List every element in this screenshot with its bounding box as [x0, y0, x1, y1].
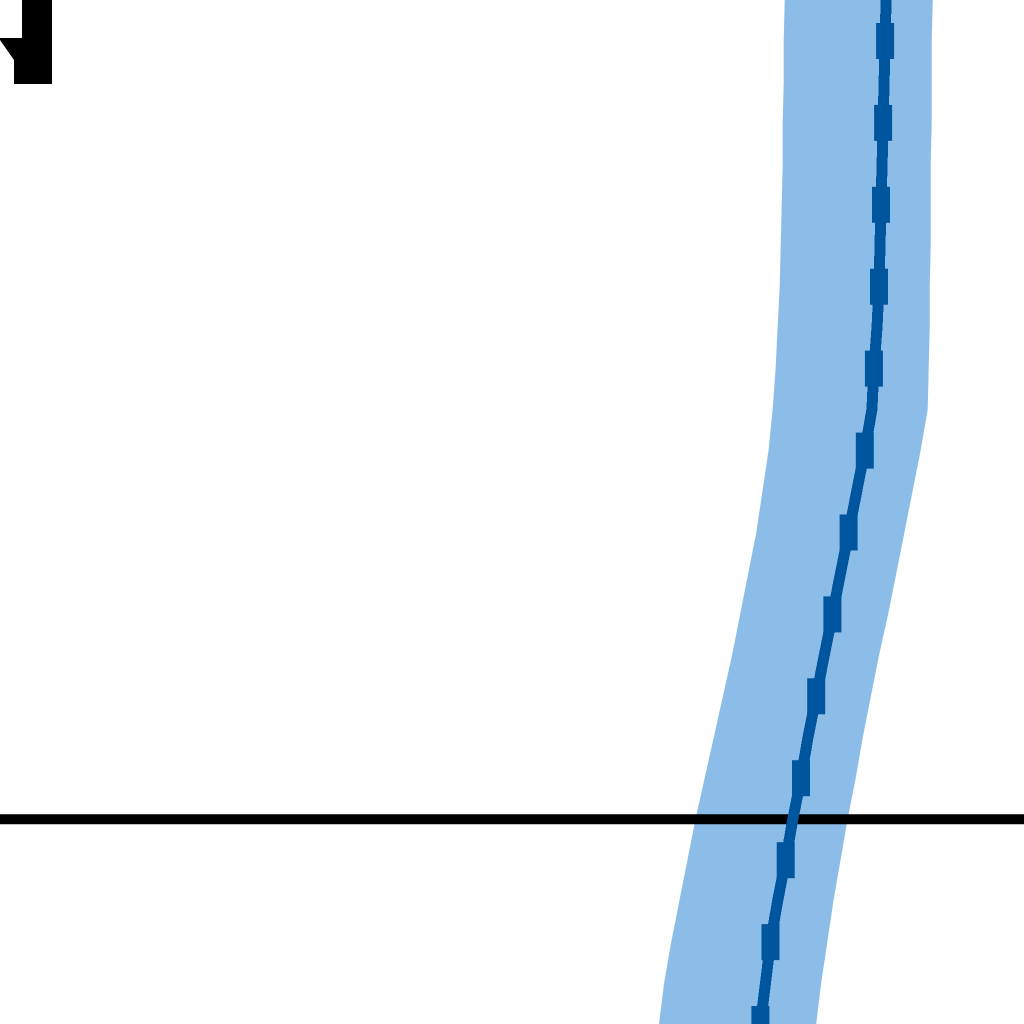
confidence-band-layer — [659, 0, 933, 1024]
series-point — [792, 760, 810, 797]
corner-mark-layer — [0, 0, 52, 84]
series-point — [872, 186, 890, 223]
series-point — [876, 23, 895, 59]
corner-glyph-notch — [0, 0, 22, 38]
confidence-band — [659, 0, 933, 1024]
series-point — [839, 514, 858, 551]
series-point — [864, 350, 883, 387]
series-point — [776, 842, 795, 879]
series-point — [823, 596, 842, 633]
series-point — [870, 268, 888, 305]
series-point — [751, 1006, 770, 1024]
series-point — [855, 432, 874, 469]
series-point — [807, 678, 826, 715]
series-line-layer — [751, 0, 895, 1024]
series-point — [874, 104, 893, 141]
series-point — [761, 924, 780, 961]
